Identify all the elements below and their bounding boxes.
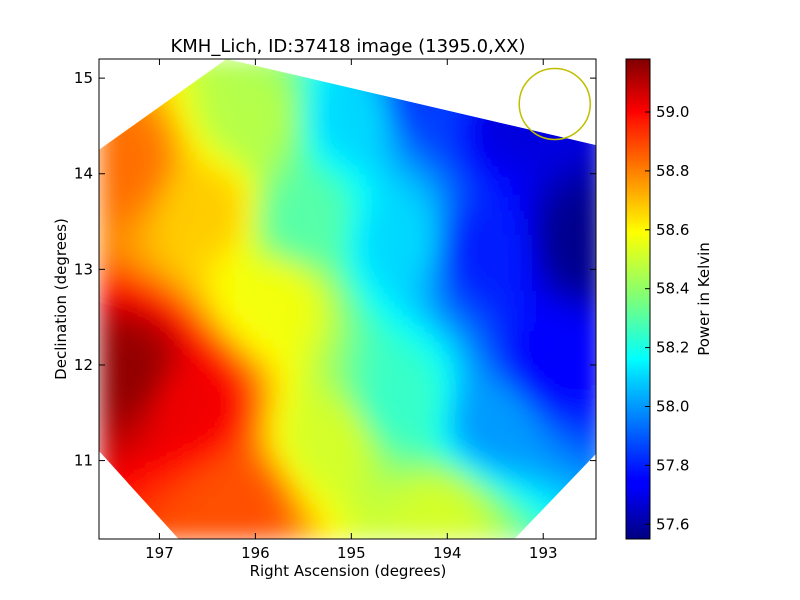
plot-area: 197 196 195 194 193 11 12 13 14 15 (74, 58, 597, 562)
y-tick-label: 14 (74, 165, 93, 183)
chart-title: KMH_Lich, ID:37418 image (1395.0,XX) (170, 36, 525, 57)
sky-map-image (99, 59, 596, 539)
colorbar-label: Power in Kelvin (695, 242, 713, 356)
colorbar-bar (625, 58, 651, 540)
x-tick-label: 196 (241, 544, 270, 562)
colorbar-tick-label: 58.2 (656, 339, 689, 357)
y-tick-label: 13 (74, 260, 93, 278)
y-axis-ticks: 11 12 13 14 15 (74, 69, 596, 470)
x-tick-label: 197 (145, 544, 174, 562)
colorbar-ticks: 57.6 57.8 58.0 58.2 58.4 58.6 58.8 59.0 (645, 103, 689, 533)
beam-marker (518, 67, 591, 141)
colorbar-tick-label: 57.8 (656, 456, 689, 474)
y-tick-label: 11 (74, 452, 93, 470)
plot-frame (98, 58, 597, 540)
colorbar-tick-label: 58.0 (656, 397, 689, 415)
colorbar-tick-label: 58.6 (656, 221, 689, 239)
colorbar: 57.6 57.8 58.0 58.2 58.4 58.6 58.8 59.0 Power i… (625, 58, 713, 540)
colorbar-tick-label: 59.0 (656, 103, 689, 121)
colorbar-tick-label: 58.8 (656, 162, 689, 180)
x-tick-label: 194 (433, 544, 462, 562)
y-tick-label: 15 (74, 69, 93, 87)
colorbar-tick-label: 57.6 (656, 515, 689, 533)
colorbar-tick-label: 58.4 (656, 280, 689, 298)
x-tick-label: 195 (337, 544, 366, 562)
x-axis-label: Right Ascension (degrees) (250, 562, 447, 580)
x-axis-ticks: 197 196 195 194 193 (145, 59, 558, 562)
y-axis-label: Declination (degrees) (52, 218, 70, 380)
y-tick-label: 12 (74, 356, 93, 374)
x-tick-label: 193 (529, 544, 558, 562)
